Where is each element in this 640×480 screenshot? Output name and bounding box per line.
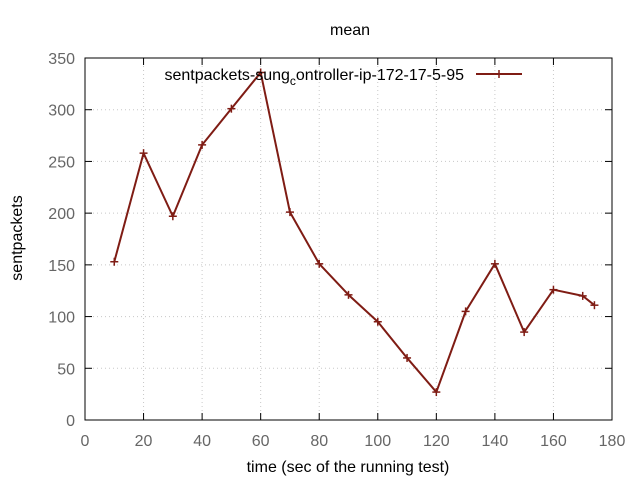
y-tick-label: 300 — [48, 103, 75, 120]
y-tick-label: 100 — [48, 310, 75, 327]
x-tick-label: 180 — [599, 433, 626, 450]
chart-title: mean — [330, 22, 370, 39]
x-tick-label: 140 — [482, 433, 509, 450]
legend-label-subscript: c — [290, 74, 296, 88]
data-point — [520, 328, 529, 337]
data-point — [344, 290, 353, 299]
data-point — [590, 301, 599, 310]
data-point — [461, 307, 470, 316]
x-tick-label: 40 — [193, 433, 211, 450]
data-point — [549, 285, 558, 294]
x-tick-label: 160 — [540, 433, 567, 450]
data-point — [490, 259, 499, 268]
data-point — [198, 140, 207, 149]
y-tick-label: 150 — [48, 258, 75, 275]
legend-marker-plus — [495, 70, 503, 78]
data-point — [315, 259, 324, 268]
x-tick-label: 80 — [310, 433, 328, 450]
axis-ticks: 0 20 40 60 80 100 120 140 160 180 0 50 100 150 200 250 3… — [48, 51, 625, 450]
legend: sentpackets-sungcontroller-ip-172-17-5-9… — [165, 67, 522, 88]
y-tick-label: 350 — [48, 51, 75, 68]
legend-label-part-2: ontroller-ip-172-17-5-95 — [296, 67, 464, 84]
grid — [85, 58, 612, 420]
data-point — [403, 353, 412, 362]
x-tick-label: 20 — [135, 433, 153, 450]
data-point — [227, 104, 236, 113]
data-point — [168, 212, 177, 221]
y-axis-label: sentpackets — [9, 195, 26, 280]
data-point — [139, 149, 148, 158]
plot-frame — [84, 57, 613, 421]
y-tick-label: 0 — [66, 413, 75, 430]
x-axis-label: time (sec of the running test) — [247, 459, 450, 476]
series-layer — [110, 68, 599, 397]
data-point — [578, 291, 587, 300]
data-point — [110, 257, 119, 266]
series-line — [113, 71, 596, 394]
y-tick-label: 200 — [48, 206, 75, 223]
y-tick-label: 50 — [57, 361, 75, 378]
x-tick-label: 0 — [81, 433, 90, 450]
data-point — [373, 317, 382, 326]
data-point — [285, 208, 294, 217]
data-point — [256, 68, 265, 77]
legend-label-part-1: sentpackets-sung — [165, 67, 290, 84]
data-point — [432, 388, 441, 397]
x-tick-label: 60 — [252, 433, 270, 450]
y-tick-label: 250 — [48, 154, 75, 171]
x-tick-label: 120 — [423, 433, 450, 450]
legend-label: sentpackets-sungcontroller-ip-172-17-5-9… — [165, 67, 465, 88]
legend-marker — [495, 70, 503, 78]
x-tick-label: 100 — [364, 433, 391, 450]
